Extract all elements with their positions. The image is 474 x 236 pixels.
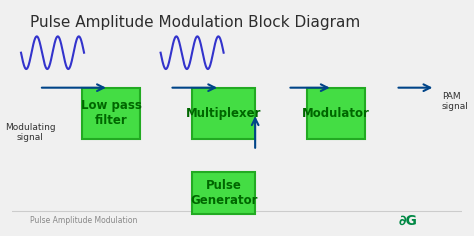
FancyBboxPatch shape [192,172,255,214]
Text: Pulse Amplitude Modulation Block Diagram: Pulse Amplitude Modulation Block Diagram [30,15,360,30]
Text: PAM
signal: PAM signal [442,92,469,111]
Text: Pulse Amplitude Modulation: Pulse Amplitude Modulation [30,216,137,225]
Text: Multiplexer: Multiplexer [186,107,261,120]
FancyBboxPatch shape [82,88,140,139]
Text: Modulating
signal: Modulating signal [5,123,55,142]
Text: Low pass
filter: Low pass filter [81,99,142,127]
Text: ∂G: ∂G [399,214,418,228]
FancyBboxPatch shape [192,88,255,139]
FancyBboxPatch shape [307,88,365,139]
Text: Pulse
Generator: Pulse Generator [190,179,257,207]
Text: Modulator: Modulator [302,107,370,120]
